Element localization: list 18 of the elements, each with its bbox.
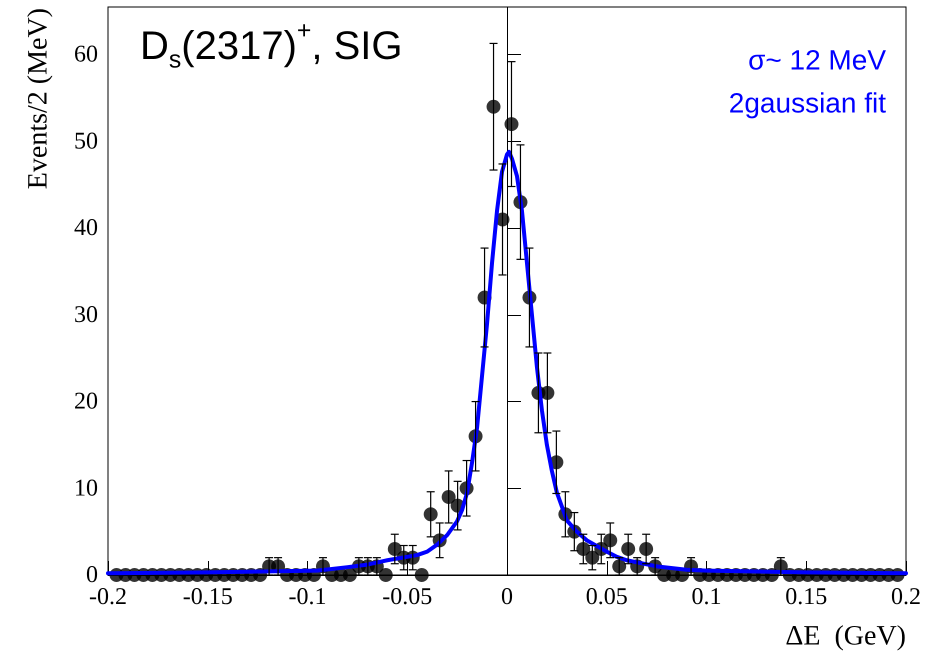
x-tick-label: 0 — [501, 584, 513, 610]
y-tick-label: 20 — [74, 388, 98, 415]
y-tick-label: 30 — [74, 302, 98, 328]
y-tick-label: 50 — [74, 128, 98, 154]
x-tick-label: 0.2 — [891, 584, 921, 610]
y-tick-label: 40 — [74, 215, 98, 242]
x-tick-label: -0.05 — [382, 584, 432, 610]
x-tick-label: 0.1 — [692, 584, 722, 610]
annotation: 2gaussian fit — [728, 88, 886, 118]
y-tick-label: 10 — [74, 475, 98, 502]
x-tick-label: 0.15 — [785, 584, 828, 610]
y-tick-label: 60 — [74, 42, 98, 68]
y-axis-title: Events/2 (MeV) — [22, 8, 54, 190]
x-tick-label: -0.15 — [182, 584, 233, 610]
annotation: σ~ 12 MeV — [748, 44, 886, 76]
x-tick-label: -0.1 — [288, 584, 326, 610]
x-tick-label: 0.05 — [586, 584, 628, 610]
x-axis-title: ΔE (GeV) — [785, 620, 906, 652]
